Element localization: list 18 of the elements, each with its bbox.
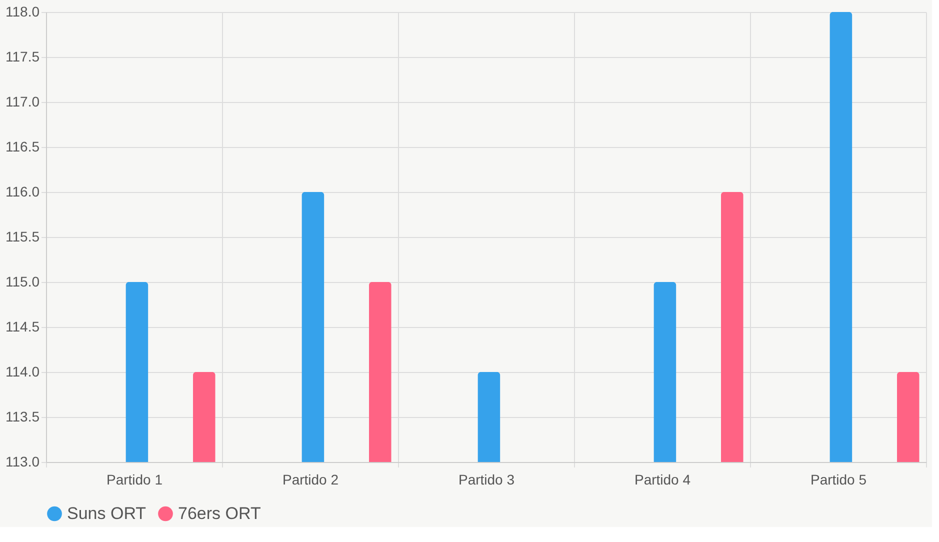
- y-tick-label: 117.0: [6, 94, 40, 110]
- y-tick-label: 115.0: [6, 274, 40, 290]
- legend-label: Suns ORT: [67, 504, 146, 523]
- x-tick-label: Partido 5: [810, 472, 867, 488]
- legend-label: 76ers ORT: [178, 504, 261, 523]
- x-tick-label: Partido 1: [106, 472, 163, 488]
- y-tick-label: 113.0: [6, 454, 40, 470]
- y-tick-label: 116.0: [6, 184, 40, 200]
- y-tick-label: 117.5: [6, 48, 40, 64]
- x-tick-label: Partido 2: [282, 472, 339, 488]
- y-tick-label: 114.0: [6, 364, 40, 380]
- x-tick-label: Partido 4: [634, 472, 691, 488]
- y-tick-label: 115.5: [6, 228, 40, 244]
- y-tick-label: 116.5: [6, 138, 40, 154]
- x-tick-label: Partido 3: [458, 472, 515, 488]
- y-tick-label: 114.5: [6, 318, 40, 334]
- y-tick-label: 113.5: [6, 408, 40, 424]
- y-tick-label: 118.0: [6, 4, 40, 20]
